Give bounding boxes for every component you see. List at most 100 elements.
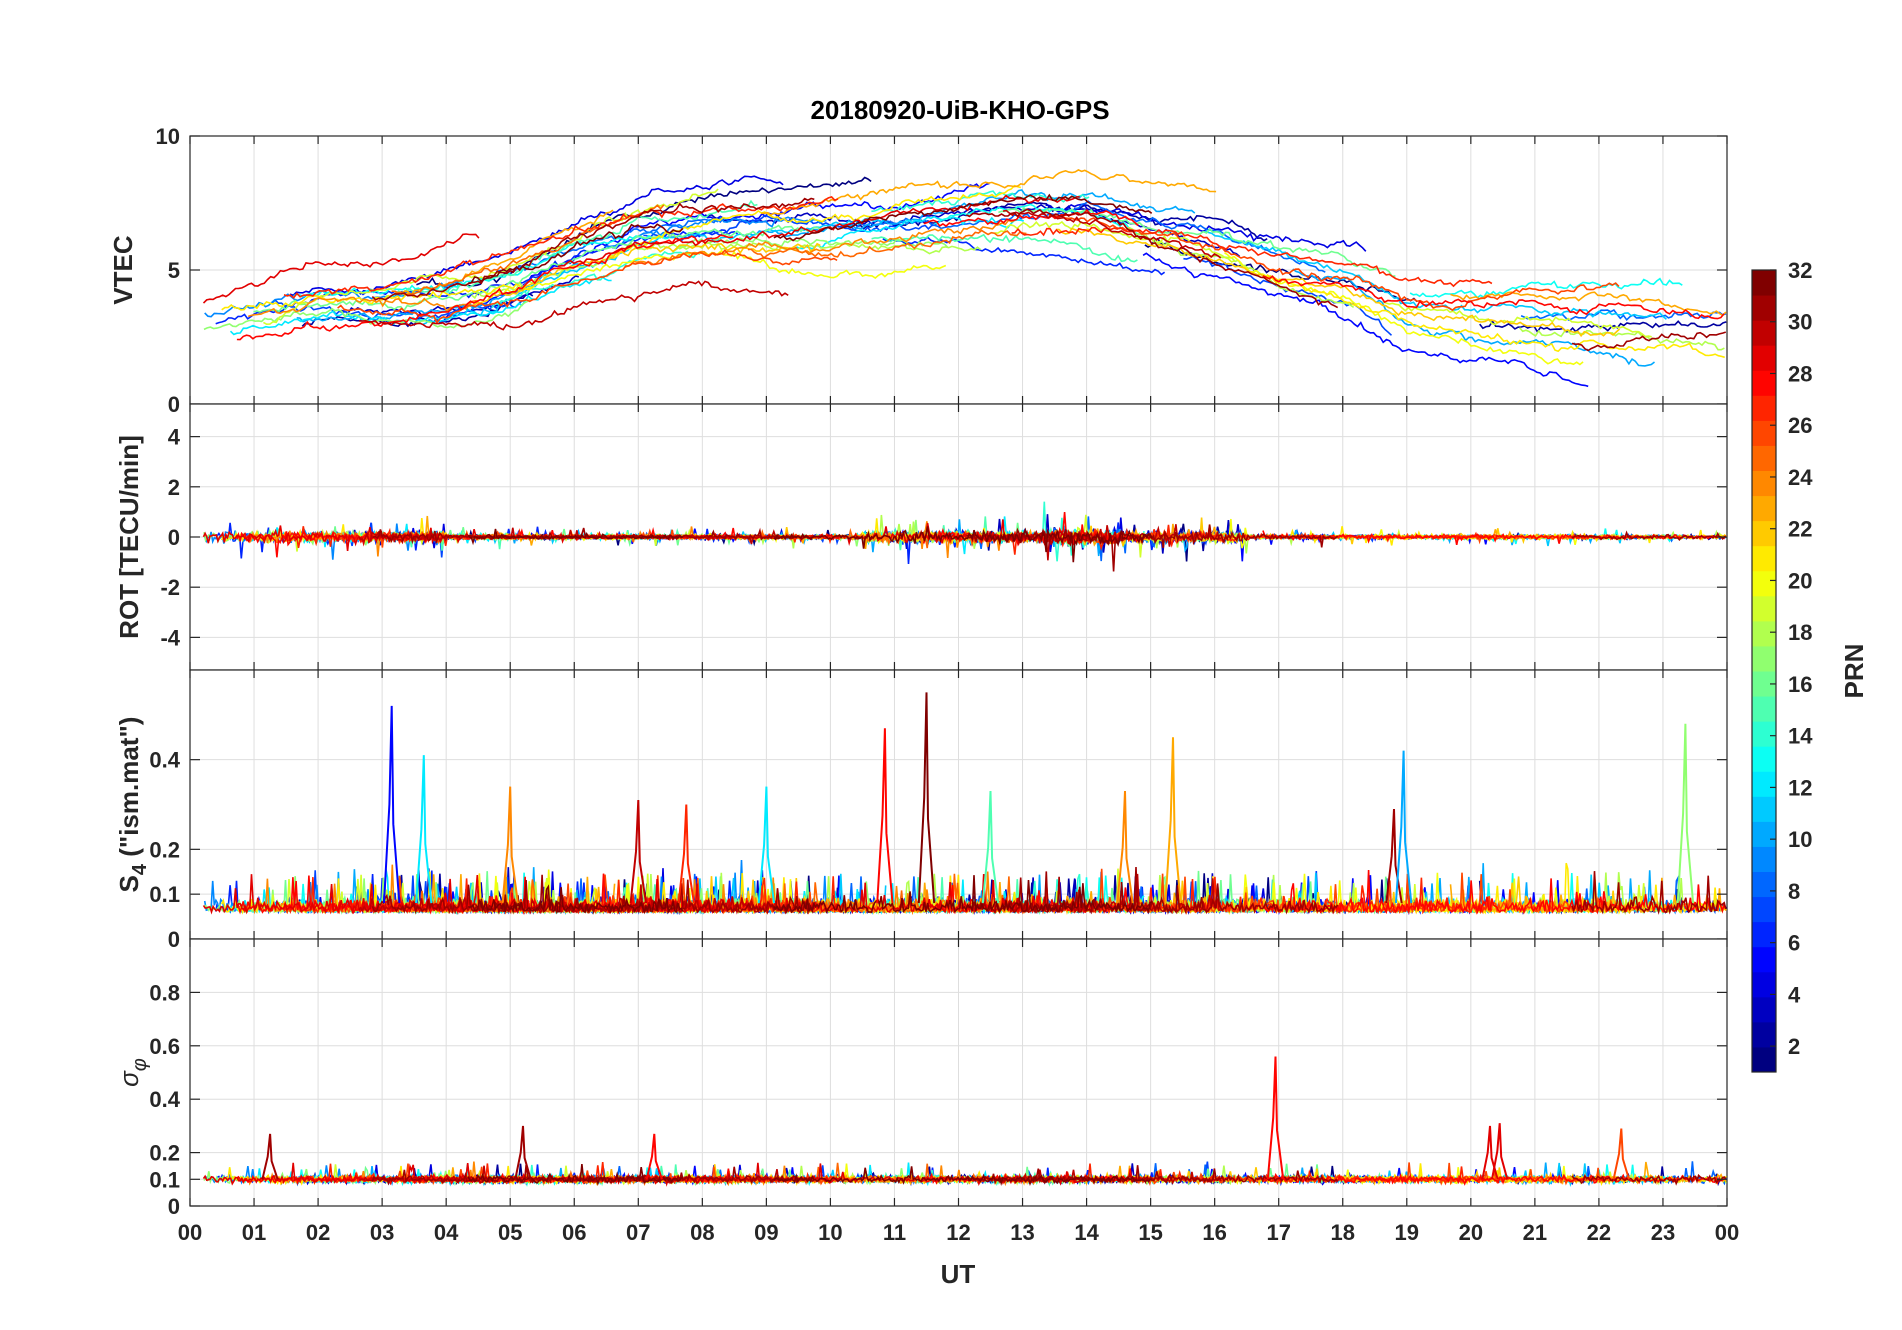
trace-prn-24	[624, 219, 1016, 269]
colorbar-band	[1752, 921, 1776, 948]
trace-prn-27	[283, 195, 839, 299]
y-tick-label: 0.6	[149, 1034, 180, 1059]
colorbar-band	[1752, 620, 1776, 647]
y-tick-label: 0.8	[149, 980, 180, 1005]
trace-prn-6	[882, 236, 1166, 276]
x-tick-label: 11	[883, 1220, 906, 1245]
spike-prn-30	[629, 799, 647, 904]
colorbar-band	[1752, 295, 1776, 321]
spike-prn-27	[677, 804, 695, 904]
x-tick-label: 06	[562, 1220, 586, 1245]
trace-prn-31	[1571, 530, 1726, 542]
trace-prn-32	[468, 223, 684, 284]
colorbar-tick-label: 2	[1788, 1034, 1800, 1059]
chart-title: 20180920-UiB-KHO-GPS	[810, 95, 1109, 125]
spike-prn-15	[981, 790, 1000, 904]
colorbar-tick-label: 4	[1788, 982, 1801, 1007]
colorbar-band	[1752, 871, 1776, 898]
trace-prn-17	[203, 298, 532, 331]
trace-prn-24	[247, 296, 479, 318]
trace-prn-28	[1262, 275, 1725, 320]
y-axis-sigma: 00.10.2 0.4 0.6 0.8	[149, 939, 1728, 1219]
spike-prn-28	[645, 1133, 663, 1180]
trace-prn-19	[1382, 301, 1652, 338]
spike-prn-29	[1481, 1125, 1499, 1180]
x-tick-label: 10	[818, 1220, 842, 1245]
colorbar-band	[1752, 1021, 1776, 1048]
y-axis-label-vtec: VTEC	[108, 235, 138, 305]
panel-sigma: 00.10.2 0.4 0.6 0.8 σφ	[114, 938, 1728, 1219]
colorbar-band	[1752, 370, 1776, 396]
spike-prn-24	[501, 786, 519, 904]
panel-s4: 0 0.1 0.2 0.4S4 ("ism.mat")	[114, 669, 1728, 952]
trace-prn-7	[271, 298, 525, 321]
trace-prn-30	[1002, 209, 1222, 259]
spike-prn-31	[261, 1133, 279, 1180]
trace-prn-32	[467, 1164, 683, 1186]
x-axis-label: UT	[941, 1259, 976, 1289]
trace-prn-19	[994, 220, 1236, 263]
colorbar-tick-label: 12	[1788, 775, 1812, 800]
spike-prn-5	[383, 705, 401, 904]
trace-prn-28	[923, 209, 1139, 228]
colorbar-band	[1752, 445, 1776, 471]
trace-prn-16	[998, 206, 1396, 278]
y-tick-label: 0	[168, 525, 180, 550]
x-tick-label: 21	[1523, 1220, 1547, 1245]
trace-prn-31	[966, 866, 1339, 915]
trace-prn-9	[605, 216, 827, 248]
colorbar-band	[1752, 746, 1776, 772]
colorbar-band	[1752, 545, 1776, 572]
trace-prn-31	[1571, 331, 1727, 352]
trace-prn-32	[468, 884, 684, 915]
x-tick-label: 18	[1331, 1220, 1355, 1245]
x-tick-label: 23	[1651, 1220, 1675, 1245]
trace-prn-21	[1266, 274, 1725, 359]
trace-prn-28	[1262, 1173, 1726, 1186]
colorbar-tick-label: 8	[1788, 879, 1800, 904]
colorbar-band	[1752, 470, 1776, 497]
y-axis-vtec: 0 5 10	[156, 124, 1728, 417]
colorbar-band	[1752, 270, 1776, 296]
panel-rot: -4 -2 0 2 4 ROT [TECU/min]	[114, 403, 1728, 671]
y-tick-label: 2	[168, 475, 180, 500]
trace-prn-12	[229, 275, 612, 336]
trace-prn-13	[293, 234, 669, 298]
colorbar-band	[1752, 696, 1776, 722]
trace-prn-22	[1055, 227, 1621, 338]
trace-prn-20	[1224, 252, 1584, 366]
trace-prn-17	[672, 237, 949, 252]
colorbar-tick-label: 14	[1788, 724, 1813, 749]
trace-prn-26	[1048, 214, 1620, 312]
colorbar-tick-label: 22	[1788, 517, 1812, 542]
y-tick-label: 0	[168, 392, 180, 417]
trace-prn-32	[773, 875, 1153, 915]
spike-prn-23	[1164, 737, 1182, 904]
trace-prn-25	[747, 229, 1027, 259]
y-tick-label: 0.1	[149, 1167, 180, 1192]
x-tick-label: 04	[434, 1220, 459, 1245]
spike-prn-17	[1676, 723, 1695, 904]
y-tick-label: 0.4	[149, 1087, 180, 1112]
colorbar-tick-label: 20	[1788, 568, 1812, 593]
colorbar-tick-label: 10	[1788, 827, 1812, 852]
trace-prn-29	[202, 874, 481, 915]
colorbar-tick-label: 28	[1788, 361, 1812, 386]
colorbar-band	[1752, 796, 1776, 822]
trace-prn-27	[1011, 226, 1493, 288]
trace-prn-26	[337, 248, 838, 324]
trace-prn-30	[359, 280, 789, 331]
colorbar-band	[1752, 1046, 1776, 1073]
colorbar-band	[1752, 320, 1776, 346]
y-axis-s4: 0 0.1 0.2 0.4	[149, 670, 1728, 952]
x-tick-label: 03	[370, 1220, 394, 1245]
trace-prn-4	[1045, 203, 1367, 252]
colorbar-tick-label: 6	[1788, 931, 1800, 956]
trace-prn-29	[202, 233, 480, 304]
colorbar-band	[1752, 645, 1776, 672]
colorbar-band	[1752, 420, 1776, 446]
trace-prn-31	[371, 197, 815, 301]
y-axis-label-rot: ROT [TECU/min]	[114, 435, 144, 639]
